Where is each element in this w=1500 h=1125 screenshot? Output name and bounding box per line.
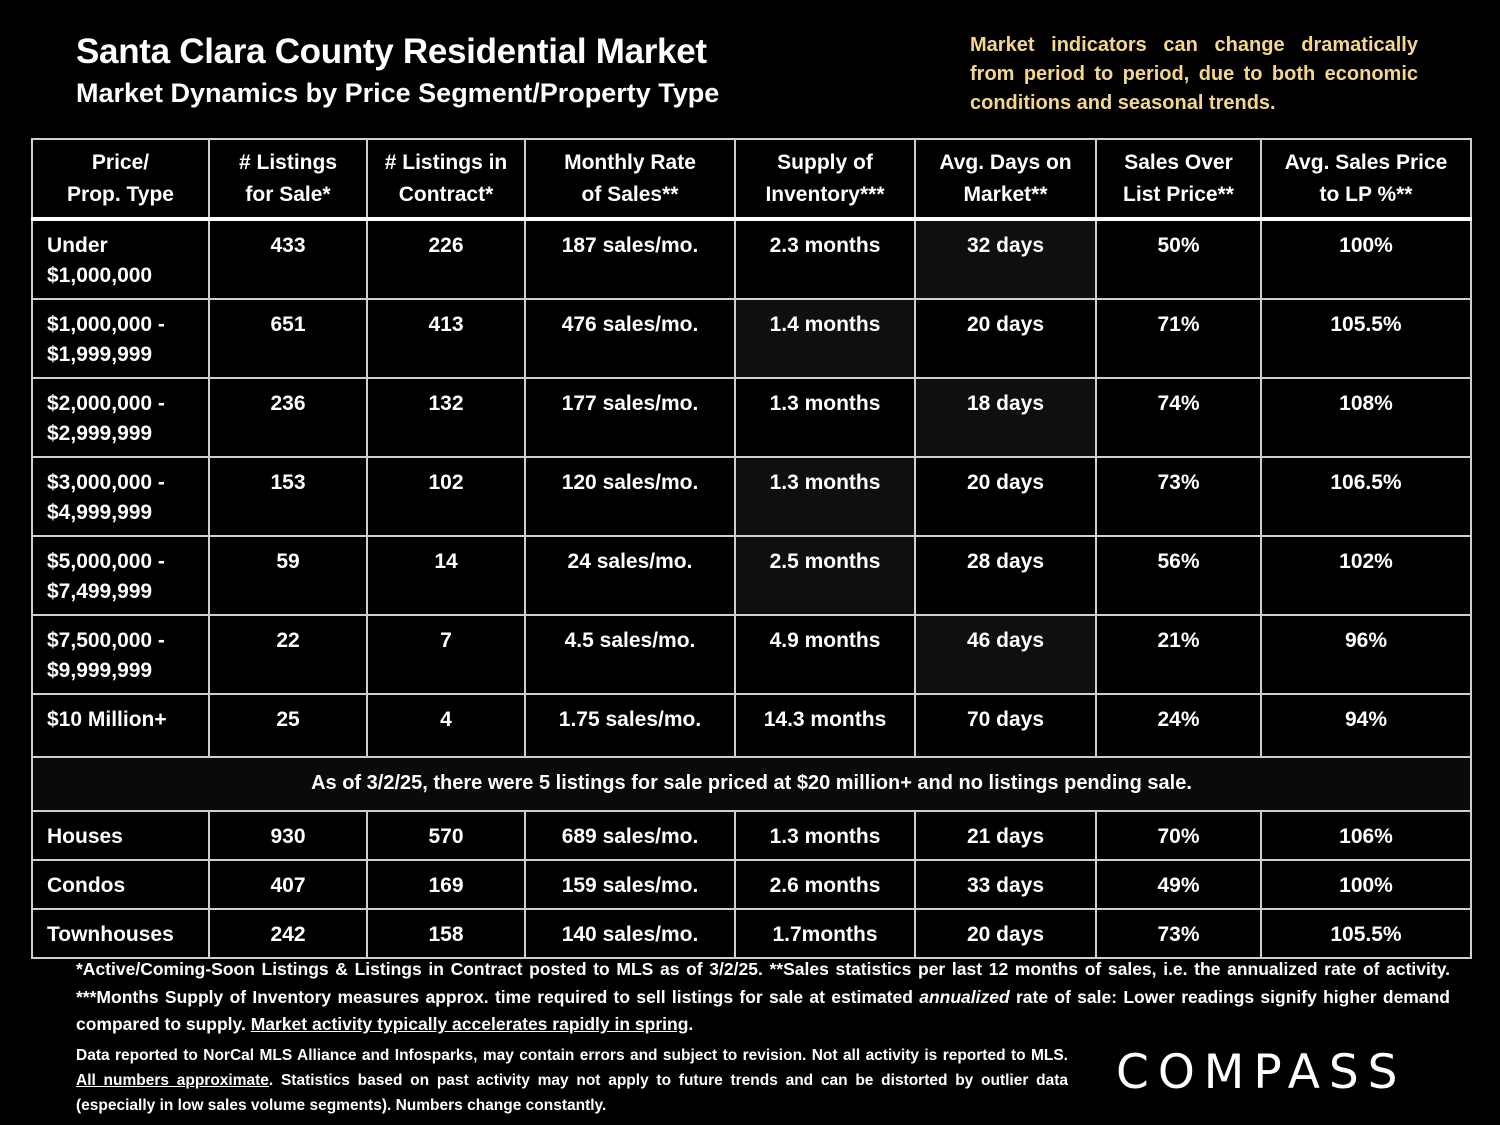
column-header-listings: # Listings for Sale* <box>208 138 368 221</box>
table-row: $2,000,000 - $2,999,999 236 132 177 sales… <box>31 377 1472 458</box>
table-note-row: As of 3/2/25, there were 5 listings for … <box>31 756 1472 812</box>
table-row: $10 Million+ 25 4 1.75 sales/mo. 14.3 mo… <box>31 693 1472 758</box>
column-header-contract: # Listings in Contract* <box>366 138 526 221</box>
table-row: $3,000,000 - $4,999,999 153 102 120 sales… <box>31 456 1472 537</box>
table-row: $1,000,000 - $1,999,999 651 413 476 sales… <box>31 298 1472 379</box>
page-title: Santa Clara County Residential Market <box>76 32 707 71</box>
compass-logo: COMPASS <box>1116 1045 1407 1100</box>
table-row: Condos 407 169 159 sales/mo. 2.6 months … <box>31 859 1472 910</box>
table-row: $5,000,000 - $7,499,999 59 14 24 sales/mo… <box>31 535 1472 616</box>
column-header-supply: Supply of Inventory*** <box>734 138 916 221</box>
market-dynamics-table: Price/Prop. Type # Listings for Sale* # L… <box>31 138 1472 959</box>
column-header-price-lp: Avg. Sales Price to LP %** <box>1260 138 1472 221</box>
table-row: $7,500,000 - $9,999,999 22 7 4.5 sales/mo… <box>31 614 1472 695</box>
footnote-definitions: *Active/Coming-Soon Listings & Listings … <box>76 959 1450 1034</box>
column-header-rate: Monthly Rate of Sales** <box>524 138 736 221</box>
market-indicator-note: Market indicators can change dramaticall… <box>970 34 1418 114</box>
column-header-over-list: Sales Over List Price** <box>1095 138 1262 221</box>
table-note: As of 3/2/25, there were 5 listings for … <box>31 756 1472 812</box>
column-header-days: Avg. Days on Market** <box>914 138 1097 221</box>
column-header-price-type: Price/Prop. Type <box>31 138 210 221</box>
footnote-disclaimer: Data reported to NorCal MLS Alliance and… <box>76 1047 1068 1114</box>
table-header-row: Price/Prop. Type # Listings for Sale* # L… <box>31 138 1472 221</box>
page-subtitle: Market Dynamics by Price Segment/Propert… <box>76 78 720 108</box>
table-row: Townhouses 242 158 140 sales/mo. 1.7mont… <box>31 908 1472 959</box>
table-row: Houses 930 570 689 sales/mo. 1.3 months … <box>31 810 1472 861</box>
table-row: Under $1,000,000 433 226 187 sales/mo. 2.… <box>31 218 1472 300</box>
